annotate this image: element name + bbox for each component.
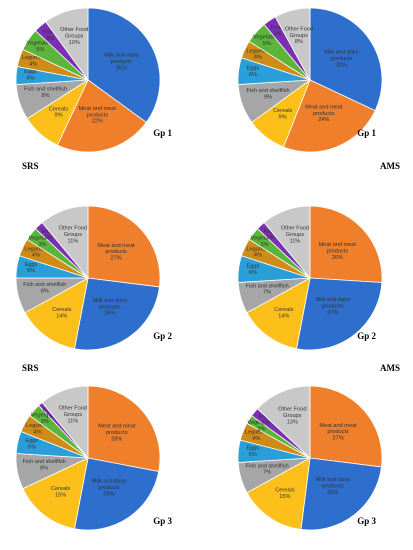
data-label-fish-and-shellfish: Fish and shellfish 7%: [245, 283, 288, 295]
method-label: AMS: [380, 161, 400, 171]
data-label-fish-and-shellfish: Fish and shellfish 8%: [24, 87, 67, 99]
group-label: Gp 3: [357, 516, 376, 526]
data-label-fruits: Fruits 2%: [264, 229, 278, 241]
data-label-other-food-groups: Other Food Groups 10%: [60, 27, 88, 46]
data-label-meat-and-meat-products: Meat and meat products 27%: [319, 423, 357, 442]
data-label-eggs: Eggs 5%: [25, 262, 38, 274]
slice-cereals: [246, 277, 311, 350]
data-label-milk-and-dairy-products: Milk and dairy products 35%: [104, 53, 139, 72]
data-label-meat-and-meat-products: Meat and meat products 22%: [79, 106, 117, 125]
data-label-other-food-groups: Other Food Groups 13%: [278, 407, 306, 426]
data-label-fruits: Fruits 3%: [271, 25, 285, 37]
data-label-fish-and-shellfish: Fish and shellfish 7%: [245, 463, 288, 475]
data-label-cereals: Cereals 9%: [273, 108, 292, 120]
data-label-milk-and-dairy-products: Milk and dairy products 32%: [324, 50, 359, 69]
slice-other-food-groups: [263, 205, 311, 280]
data-label-legumes: Legumes 4%: [24, 246, 47, 258]
data-label-legumes: Legumes 4%: [246, 48, 269, 60]
data-label-fish-and-shellfish: Fish and shellfish 8%: [23, 282, 66, 294]
slice-other-food-groups: [45, 7, 89, 82]
data-label-cereals: Cereals 14%: [274, 307, 293, 319]
data-label-cereals: Cereals 15%: [275, 488, 294, 500]
slice-meat-and-meat-products: [282, 79, 376, 153]
pie-chart-4: Meat and meat products 26% Milk and dairy pr…: [237, 205, 383, 351]
pie-chart-1: Milk and dairy products 35% Meat and meat pr…: [15, 7, 161, 153]
slice-meat-and-meat-products: [309, 385, 383, 468]
data-label-fish-and-shellfish: Fish and shellfish 8%: [23, 459, 66, 471]
group-label: Gp 3: [153, 516, 172, 526]
data-label-milk-and-dairy-products: Milk and dairy products 26%: [93, 298, 128, 317]
slice-meat-and-meat-products: [87, 385, 161, 472]
slice-milk-and-dairy-products: [74, 457, 160, 531]
slice-other-food-groups: [41, 205, 89, 280]
group-label: Gp 1: [153, 128, 172, 138]
data-label-meat-and-meat-products: Meat and meat products 27%: [97, 243, 135, 262]
data-label-milk-and-dairy-products: Milk and dairy products 27%: [316, 297, 351, 316]
slice-meat-and-meat-products: [87, 205, 161, 288]
data-label-eggs: Eggs 4%: [24, 69, 37, 81]
data-label-other-food-groups: Other Food Groups 11%: [281, 226, 309, 245]
data-label-vegetables: Vegetables 5%: [253, 35, 281, 47]
slice-milk-and-dairy-products: [309, 7, 383, 112]
data-label-cereals: Cereals 14%: [52, 307, 71, 319]
slice-cereals: [22, 457, 89, 530]
data-label-meat-and-meat-products: Meat and meat products 26%: [319, 242, 357, 261]
slice-milk-and-dairy-products: [74, 277, 160, 351]
data-label-vegetables: Vegetables 5%: [27, 40, 55, 52]
slice-other-food-groups: [274, 7, 311, 81]
data-label-milk-and-dairy-products: Milk and dairy products 25%: [92, 479, 127, 498]
data-label-meat-and-meat-products: Meat and meat products 24%: [305, 104, 343, 123]
data-label-cereals: Cereals 15%: [51, 486, 70, 498]
method-label: AMS: [380, 363, 400, 373]
data-label-vegetables: Vegetables 3%: [251, 236, 279, 248]
slice-milk-and-dairy-products: [87, 7, 161, 123]
slice-other-food-groups: [41, 385, 89, 460]
group-label: Gp 2: [153, 331, 172, 341]
data-label-legumes: Legumes 4%: [245, 430, 268, 442]
data-label-vegetables: Vegetables 3%: [29, 236, 57, 248]
data-label-meat-and-meat-products: Meat and meat products 28%: [98, 424, 136, 443]
data-label-legumes: Legumes 4%: [246, 246, 269, 258]
data-label-vegetables: Vegetables 3%: [31, 413, 59, 425]
method-label: SRS: [22, 363, 39, 373]
pie-chart-3: Meat and meat products 27% Milk and dairy pr…: [15, 205, 161, 351]
data-label-other-food-groups: Other Food Groups 8%: [285, 26, 313, 45]
data-label-eggs: Eggs 5%: [25, 438, 38, 450]
data-label-fruits: Fruits 2%: [42, 229, 56, 241]
pie-chart-5: Meat and meat products 28% Milk and dairy pr…: [15, 385, 161, 531]
group-label: Gp 2: [357, 331, 376, 341]
data-label-eggs: Eggs 5%: [246, 445, 259, 457]
data-label-fruits: Fruits 3%: [43, 30, 57, 42]
data-label-other-food-groups: Other Food Groups 11%: [59, 406, 87, 425]
data-label-fish-and-shellfish: Fish and shellfish 9%: [246, 88, 289, 100]
data-label-legumes: Legumes 4%: [26, 423, 49, 435]
pie-chart-2: Milk and dairy products 32% Meat and meat pr…: [237, 7, 383, 153]
data-label-milk-and-dairy-products: Milk and dairy products 25%: [316, 477, 351, 496]
slice-other-food-groups: [256, 385, 311, 459]
data-label-other-food-groups: Other Food Groups 11%: [59, 226, 87, 245]
data-label-eggs: Eggs 6%: [247, 66, 260, 78]
data-label-cereals: Cereals 9%: [49, 106, 68, 118]
slice-milk-and-dairy-products: [300, 457, 382, 531]
method-label: SRS: [22, 161, 39, 171]
data-label-eggs: Eggs 6%: [247, 264, 260, 276]
data-label-legumes: Legumes 4%: [22, 55, 45, 67]
data-label-fruits: Fruits 2%: [259, 414, 273, 426]
slice-cereals: [246, 457, 311, 530]
group-label: Gp 1: [357, 128, 376, 138]
slice-meat-and-meat-products: [309, 205, 383, 283]
slice-milk-and-dairy-products: [296, 277, 383, 351]
slice-cereals: [24, 277, 89, 350]
pie-chart-6: Meat and meat products 27% Milk and dairy pr…: [237, 385, 383, 531]
